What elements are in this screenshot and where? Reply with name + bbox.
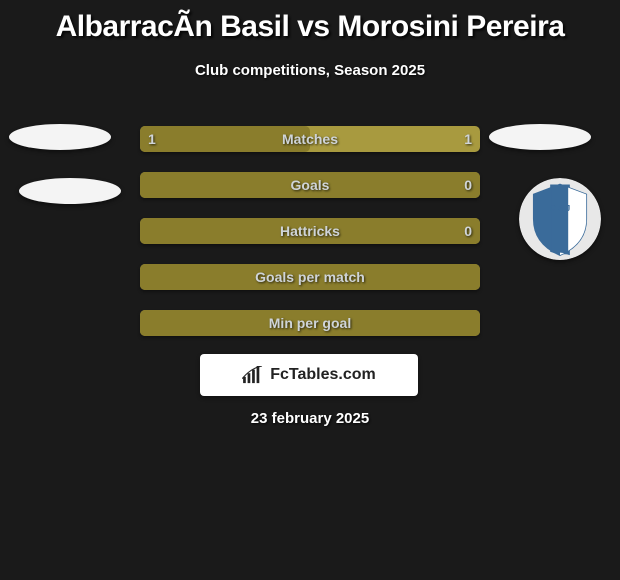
bar-hattricks: Hattricks 0 <box>140 218 480 244</box>
bar-right-value: 0 <box>464 218 472 244</box>
shield-icon: C A J <box>519 178 601 260</box>
bar-label: Min per goal <box>140 310 480 336</box>
bar-goals-per-match: Goals per match <box>140 264 480 290</box>
fctables-label: FcTables.com <box>270 366 376 384</box>
svg-text:C A J: C A J <box>550 204 570 213</box>
page-title: AlbarracÃ­n Basil vs Morosini Pereira <box>0 0 620 44</box>
comparison-infographic: AlbarracÃ­n Basil vs Morosini Pereira Cl… <box>0 0 620 580</box>
bar-right-value: 1 <box>464 126 472 152</box>
player1-badge-2 <box>19 178 121 204</box>
bar-label: Hattricks <box>140 218 480 244</box>
bar-label: Goals per match <box>140 264 480 290</box>
comparison-bars: 1 Matches 1 Goals 0 Hattricks 0 Goals pe… <box>140 126 480 356</box>
bar-goals: Goals 0 <box>140 172 480 198</box>
bar-label: Matches <box>140 126 480 152</box>
bar-right-value: 0 <box>464 172 472 198</box>
bar-label: Goals <box>140 172 480 198</box>
player1-badge-1 <box>9 124 111 150</box>
subtitle: Club competitions, Season 2025 <box>0 62 620 79</box>
bar-min-per-goal: Min per goal <box>140 310 480 336</box>
bar-chart-icon <box>242 366 264 384</box>
bar-matches: 1 Matches 1 <box>140 126 480 152</box>
date-label: 23 february 2025 <box>0 410 620 427</box>
player2-club-badge: C A J <box>519 178 601 260</box>
player2-badge-1 <box>489 124 591 150</box>
fctables-watermark: FcTables.com <box>200 354 418 396</box>
